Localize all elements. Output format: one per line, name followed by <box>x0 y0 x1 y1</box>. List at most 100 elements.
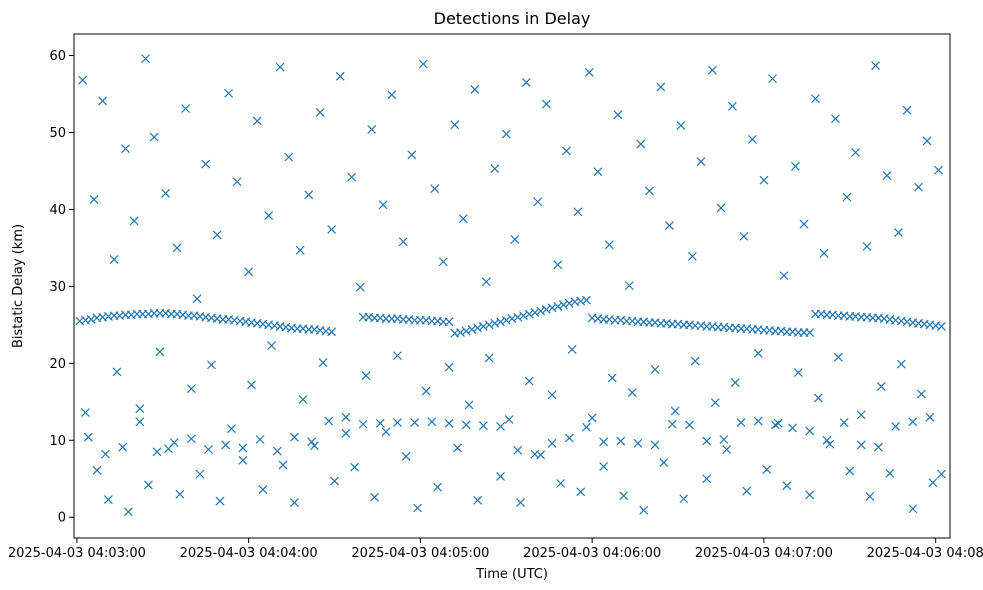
data-point <box>490 318 500 328</box>
data-point <box>112 367 122 377</box>
data-point <box>862 241 872 251</box>
data-point <box>103 495 113 504</box>
data-point <box>547 303 557 313</box>
data-point <box>410 418 420 428</box>
data-point <box>370 492 380 502</box>
data-point <box>398 237 408 247</box>
data-point <box>144 480 153 490</box>
data-point <box>421 386 431 396</box>
data-point <box>92 465 102 475</box>
data-point <box>350 462 359 472</box>
y-tick-label: 50 <box>49 126 66 141</box>
data-point <box>659 458 669 468</box>
data-point <box>719 435 729 444</box>
data-point <box>856 410 866 420</box>
data-point <box>135 417 145 427</box>
data-point <box>186 434 196 444</box>
data-point <box>284 152 294 162</box>
data-point <box>89 195 99 204</box>
data-point <box>278 460 288 470</box>
data-point <box>696 157 706 167</box>
data-point <box>811 94 820 104</box>
data-point <box>290 432 299 442</box>
data-point <box>427 417 437 427</box>
data-point <box>541 99 551 109</box>
data-point <box>936 469 946 479</box>
data-point <box>790 161 800 171</box>
data-point <box>599 462 609 471</box>
data-point <box>702 474 712 484</box>
data-point <box>298 395 308 404</box>
data-point <box>516 498 526 508</box>
data-point <box>393 351 402 361</box>
data-point <box>86 315 96 324</box>
data-point <box>101 449 110 459</box>
data-point <box>375 418 385 428</box>
data-point <box>593 167 603 177</box>
data-point <box>928 478 938 488</box>
data-point <box>98 96 108 106</box>
data-point <box>407 150 417 160</box>
data-point <box>272 446 282 456</box>
data-point <box>484 320 494 330</box>
data-point <box>470 84 480 94</box>
data-point <box>206 360 216 370</box>
data-point <box>501 129 511 139</box>
y-axis-ticks: 0 10 20 30 40 50 60 <box>49 49 74 526</box>
data-point <box>639 505 649 515</box>
data-point <box>430 184 440 194</box>
data-point <box>347 172 357 182</box>
data-point <box>805 426 815 436</box>
data-point <box>387 90 397 100</box>
plot-area <box>73 33 951 539</box>
data-point <box>444 317 454 327</box>
data-point <box>215 496 225 506</box>
data-point <box>559 300 568 310</box>
data-point <box>109 255 119 264</box>
data-point <box>310 441 319 451</box>
data-point <box>716 203 726 213</box>
data-point <box>561 146 571 156</box>
data-point <box>576 487 586 497</box>
y-tick-label: 60 <box>49 49 66 64</box>
data-point <box>762 465 772 474</box>
data-point <box>627 388 637 397</box>
data-point <box>129 216 139 226</box>
data-point <box>204 445 213 454</box>
data-point <box>768 74 777 84</box>
data-point <box>252 116 262 126</box>
data-point <box>172 243 182 253</box>
data-point <box>378 200 388 210</box>
data-point <box>496 472 505 481</box>
data-point <box>232 177 242 187</box>
x-tick-label: 2025-04-03 04:04:00 <box>180 546 318 561</box>
data-point <box>667 419 677 429</box>
data-point <box>553 301 563 311</box>
data-point <box>490 164 500 174</box>
data-point <box>521 78 531 87</box>
data-point <box>573 207 583 217</box>
data-point <box>805 490 815 500</box>
data-point <box>773 418 783 428</box>
data-point <box>393 418 402 428</box>
data-point <box>247 380 256 390</box>
data-point <box>536 306 546 316</box>
data-point <box>453 443 463 453</box>
y-tick-label: 10 <box>49 434 66 449</box>
data-point <box>192 294 202 304</box>
data-point <box>819 248 829 258</box>
y-tick-label: 0 <box>58 511 66 526</box>
data-point <box>295 245 305 255</box>
data-point <box>722 445 732 454</box>
data-point <box>327 327 337 337</box>
data-point <box>330 476 339 486</box>
data-point <box>753 348 763 358</box>
data-point <box>238 455 248 465</box>
data-point <box>702 436 712 446</box>
data-point <box>533 197 543 207</box>
data-point <box>327 225 337 234</box>
data-point <box>238 443 248 453</box>
data-point <box>865 492 875 501</box>
data-point <box>175 489 185 499</box>
